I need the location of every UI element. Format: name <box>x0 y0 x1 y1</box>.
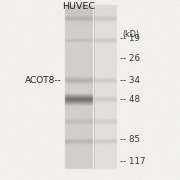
Text: -- 26: -- 26 <box>120 54 140 63</box>
Text: -- 117: -- 117 <box>120 157 145 166</box>
Text: (kD): (kD) <box>122 30 139 39</box>
Text: -- 85: -- 85 <box>120 135 140 144</box>
Text: -- 34: -- 34 <box>120 76 140 85</box>
Text: -- 48: -- 48 <box>120 95 140 104</box>
Text: -- 19: -- 19 <box>120 34 140 43</box>
Text: HUVEC: HUVEC <box>62 2 96 11</box>
Text: ACOT8--: ACOT8-- <box>25 76 62 85</box>
